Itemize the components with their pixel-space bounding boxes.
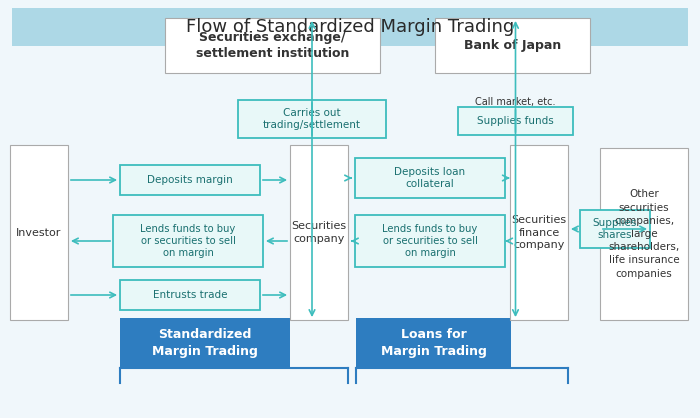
Text: Standardized
Margin Trading: Standardized Margin Trading xyxy=(152,329,258,357)
Text: Securities exchange/
settlement institution: Securities exchange/ settlement institut… xyxy=(196,31,349,60)
FancyBboxPatch shape xyxy=(238,100,386,138)
Text: Other
securities
companies,
large
shareholders,
life insurance
companies: Other securities companies, large shareh… xyxy=(608,189,680,279)
Text: Supplies
shares: Supplies shares xyxy=(593,218,637,240)
Text: Securities
finance
company: Securities finance company xyxy=(512,215,566,250)
FancyBboxPatch shape xyxy=(435,18,590,73)
Text: Supplies funds: Supplies funds xyxy=(477,116,554,126)
Text: Bank of Japan: Bank of Japan xyxy=(464,39,561,52)
Text: Deposits loan
collateral: Deposits loan collateral xyxy=(394,167,466,189)
Text: Entrusts trade: Entrusts trade xyxy=(153,290,228,300)
Text: Securities
company: Securities company xyxy=(291,221,346,244)
FancyBboxPatch shape xyxy=(356,318,511,368)
FancyBboxPatch shape xyxy=(120,280,260,310)
FancyBboxPatch shape xyxy=(290,145,348,320)
Text: Lends funds to buy
or securities to sell
on margin: Lends funds to buy or securities to sell… xyxy=(141,224,236,258)
Text: Lends funds to buy
or securities to sell
on margin: Lends funds to buy or securities to sell… xyxy=(382,224,477,258)
FancyBboxPatch shape xyxy=(355,158,505,198)
FancyBboxPatch shape xyxy=(113,215,263,267)
FancyBboxPatch shape xyxy=(510,145,568,320)
Text: Deposits margin: Deposits margin xyxy=(147,175,233,185)
Text: Call market, etc.: Call market, etc. xyxy=(475,97,555,107)
FancyBboxPatch shape xyxy=(165,18,380,73)
Text: Investor: Investor xyxy=(16,227,62,237)
Text: Flow of Standardized Margin Trading: Flow of Standardized Margin Trading xyxy=(186,18,514,36)
FancyBboxPatch shape xyxy=(355,215,505,267)
FancyBboxPatch shape xyxy=(10,145,68,320)
Text: Loans for
Margin Trading: Loans for Margin Trading xyxy=(381,329,486,357)
FancyBboxPatch shape xyxy=(120,165,260,195)
FancyBboxPatch shape xyxy=(600,148,688,320)
FancyBboxPatch shape xyxy=(458,107,573,135)
FancyBboxPatch shape xyxy=(580,210,650,248)
FancyBboxPatch shape xyxy=(12,8,688,46)
Text: Carries out
trading/settlement: Carries out trading/settlement xyxy=(263,108,361,130)
FancyBboxPatch shape xyxy=(120,318,290,368)
